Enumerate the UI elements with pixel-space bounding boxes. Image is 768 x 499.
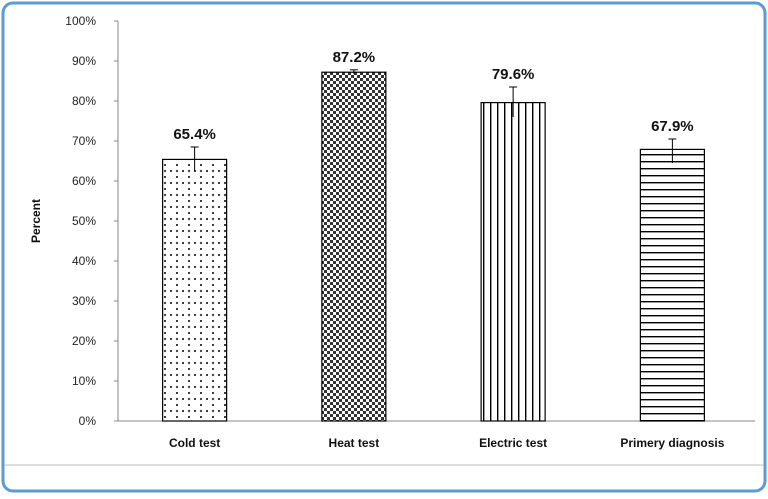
data-label: 79.6% (492, 66, 535, 83)
y-tick-label: 20% (72, 334, 96, 348)
category-labels: Cold test Heat test Electric test Primery d… (169, 436, 725, 450)
bar-electric-test (480, 101, 546, 422)
bar-heat-test (321, 71, 387, 422)
y-axis-title: Percent (29, 199, 43, 243)
data-label: 67.9% (651, 118, 694, 135)
y-axis: 0% 10% 20% 30% 40% 50% 60% 70% 80% 90% 100% (65, 14, 119, 428)
error-bars (190, 69, 677, 171)
y-tick-label: 0% (79, 414, 97, 428)
y-tick-label: 70% (72, 134, 96, 148)
y-tick-label: 80% (72, 94, 96, 108)
data-labels: 65.4% 87.2% 79.6% 67.9% (173, 49, 693, 143)
y-tick-label: 100% (65, 14, 96, 28)
category-label: Cold test (169, 436, 220, 450)
data-label: 87.2% (333, 49, 376, 66)
bar-primery-diagnosis (639, 148, 705, 422)
data-label: 65.4% (173, 126, 216, 143)
category-label: Electric test (479, 436, 547, 450)
y-tick-label: 90% (72, 54, 96, 68)
y-tick-label: 10% (72, 374, 96, 388)
y-tick-label: 60% (72, 174, 96, 188)
bar-cold-test (162, 158, 228, 422)
bars (162, 71, 705, 422)
y-tick-label: 40% (72, 254, 96, 268)
y-tick-label: 50% (72, 214, 96, 228)
category-label: Primery diagnosis (620, 436, 724, 450)
category-label: Heat test (329, 436, 380, 450)
y-tick-label: 30% (72, 294, 96, 308)
